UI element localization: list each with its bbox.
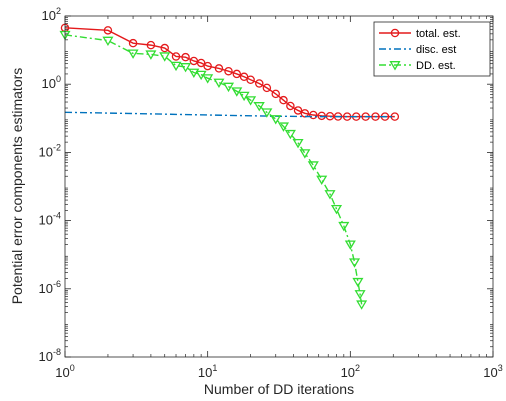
y-tick-label: 10-8 <box>39 347 61 364</box>
legend: total. est. disc. est DD. est. <box>373 21 491 77</box>
legend-label: disc. est <box>416 44 456 56</box>
data-point <box>270 115 282 125</box>
data-point <box>232 69 242 79</box>
data-point <box>352 277 364 288</box>
x-axis-label: Number of DD iterations <box>204 381 354 397</box>
data-point <box>262 83 272 93</box>
data-point <box>224 66 233 76</box>
legend-label: total. est. <box>416 28 461 40</box>
data-point <box>271 89 280 99</box>
legend-item: disc. est <box>379 44 456 56</box>
data-point <box>188 68 200 78</box>
y-tick-exponent: -2 <box>53 142 61 152</box>
legend-label: DD. est. <box>416 60 456 72</box>
data-point <box>196 58 206 68</box>
data-point <box>231 87 243 97</box>
data-point <box>277 122 290 132</box>
data-point <box>160 43 169 53</box>
series-1 <box>64 111 395 118</box>
series-layer <box>59 23 400 310</box>
data-point <box>255 79 264 88</box>
data-point <box>300 109 310 118</box>
x-tick-exponent: 2 <box>355 363 360 373</box>
data-point <box>348 258 361 268</box>
y-axis-label: Potential error components estimators <box>9 68 25 305</box>
legend-item: DD. est. <box>379 60 456 72</box>
data-point <box>181 52 190 62</box>
data-point <box>293 106 303 115</box>
x-tick-label: 100 <box>55 363 74 380</box>
data-point <box>317 111 326 121</box>
data-point <box>180 63 192 73</box>
axes-box <box>64 15 494 358</box>
legend-item: total. est. <box>379 28 461 40</box>
data-point <box>324 190 336 200</box>
data-point <box>246 75 255 85</box>
data-point <box>103 26 113 35</box>
data-point <box>344 240 356 250</box>
data-point <box>213 78 225 88</box>
data-point <box>127 49 139 59</box>
data-point <box>316 175 328 186</box>
y-tick-label: 10-4 <box>39 211 61 228</box>
data-point <box>253 102 265 112</box>
data-point <box>307 161 319 171</box>
data-point <box>354 290 366 300</box>
data-point <box>170 61 182 72</box>
y-tick-exponent: 2 <box>56 6 61 16</box>
data-point <box>330 204 343 215</box>
data-point <box>102 36 114 47</box>
x-tick-label: 102 <box>341 363 360 380</box>
data-point <box>299 149 311 159</box>
x-tick-label: 101 <box>198 363 217 380</box>
x-tick-label: 103 <box>483 363 502 380</box>
data-point <box>238 91 250 102</box>
y-tick-label: 100 <box>42 74 61 91</box>
data-point <box>356 300 368 310</box>
data-point <box>309 110 318 120</box>
y-tick-exponent: -6 <box>53 279 61 289</box>
y-tick-label: 102 <box>42 6 61 23</box>
data-point <box>245 96 257 106</box>
legend-marker <box>389 61 401 71</box>
data-point <box>171 52 181 61</box>
data-point <box>292 138 304 149</box>
data-point <box>202 74 214 84</box>
data-point <box>222 82 235 93</box>
data-point <box>279 95 288 105</box>
data-point <box>203 61 212 71</box>
series-line <box>64 111 395 118</box>
data-point <box>286 101 295 111</box>
data-point <box>214 64 224 73</box>
data-point <box>146 40 156 50</box>
x-tick-exponent: 3 <box>498 363 503 373</box>
y-tick-label: 10-2 <box>39 142 61 159</box>
data-point <box>261 108 273 118</box>
y-tick-exponent: -4 <box>53 211 61 221</box>
y-tick-exponent: 0 <box>56 74 61 84</box>
data-point <box>159 52 171 62</box>
series-2 <box>59 30 368 310</box>
y-tick-exponent: -8 <box>53 347 61 357</box>
data-point <box>284 129 296 140</box>
x-tick-exponent: 1 <box>212 363 217 373</box>
data-point <box>338 221 350 232</box>
x-tick-exponent: 0 <box>70 363 75 373</box>
legend-marker <box>390 28 400 38</box>
y-tick-label: 10-6 <box>39 279 61 296</box>
data-point <box>145 50 157 60</box>
data-point <box>128 38 138 48</box>
